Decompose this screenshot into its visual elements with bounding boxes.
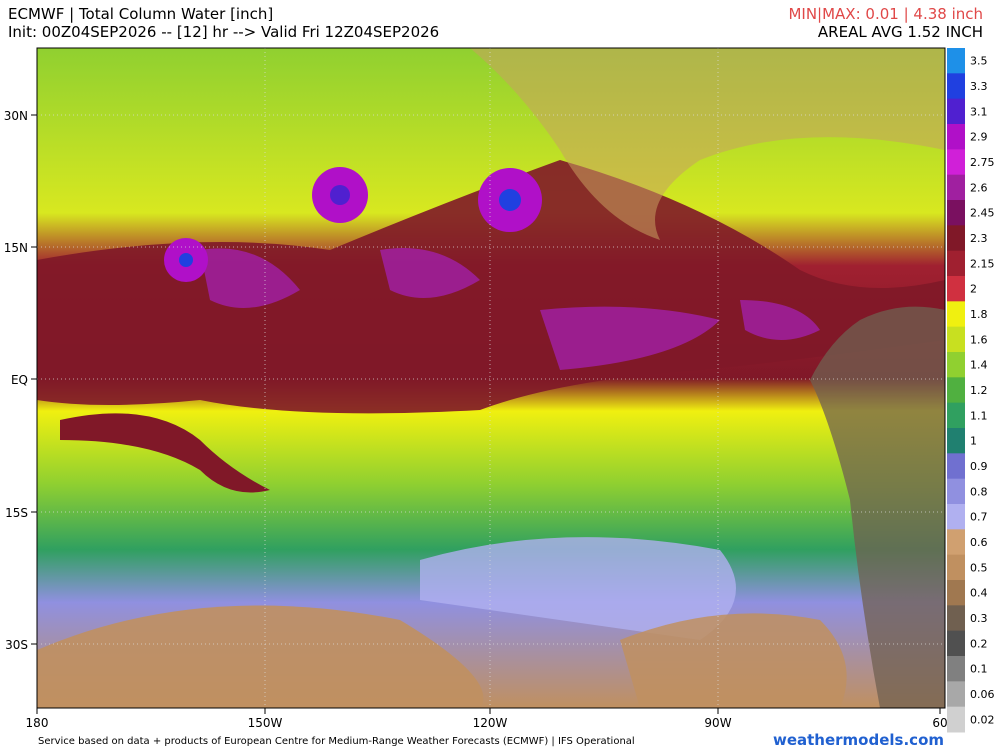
colorbar-cell <box>947 149 965 176</box>
colorbar-label: 0.6 <box>970 536 988 549</box>
colorbar-cell <box>947 174 965 201</box>
colorbar-cell <box>947 529 965 556</box>
colorbar-label: 2.75 <box>970 156 995 169</box>
lat-label: 30S <box>5 638 28 652</box>
credit: Service based on data + products of Euro… <box>38 736 635 747</box>
colorbar-cell <box>947 402 965 429</box>
site-link[interactable]: weathermodels.com <box>773 731 944 749</box>
lat-label: 30N <box>4 109 28 123</box>
colorbar-label: 2.45 <box>970 207 995 220</box>
graticule <box>37 48 945 708</box>
lat-label: 15S <box>5 506 28 520</box>
lon-label: 180 <box>26 716 49 730</box>
map-frame <box>36 47 946 709</box>
colorbar-cell <box>947 250 965 277</box>
colorbar: 3.5 3.3 3.1 2.9 2.75 2.6 2.45 2.3 2.15 2 1.8 1.6 1.4… <box>947 48 995 733</box>
lon-label: 150W <box>248 716 283 730</box>
colorbar-label: 0.2 <box>970 637 988 650</box>
colorbar-cell <box>947 706 965 733</box>
lat-label: EQ <box>11 373 28 387</box>
colorbar-label: 2.6 <box>970 181 988 194</box>
colorbar-label: 1 <box>970 435 977 448</box>
lon-label: 90W <box>704 716 731 730</box>
lon-label: 60 <box>932 716 947 730</box>
colorbar-label: 2.9 <box>970 131 988 144</box>
colorbar-label: 1.2 <box>970 384 988 397</box>
min-max: MIN|MAX: 0.01 | 4.38 inch <box>788 5 983 23</box>
colorbar-label: 0.7 <box>970 511 988 524</box>
areal-average: AREAL AVG 1.52 INCH <box>818 23 983 41</box>
colorbar-label: 3.5 <box>970 55 988 68</box>
colorbar-label: 3.3 <box>970 80 988 93</box>
colorbar-cell <box>947 478 965 505</box>
colorbar-label: 1.4 <box>970 359 988 372</box>
colorbar-label: 2 <box>970 283 977 296</box>
lon-label: 120W <box>473 716 508 730</box>
colorbar-label: 3.1 <box>970 105 988 118</box>
axis-labels: 30N 15N EQ 15S 30S 180 150W 120W 90W 60 <box>4 109 948 730</box>
colorbar-cell <box>947 453 965 480</box>
colorbar-cell <box>947 326 965 353</box>
colorbar-cell <box>947 124 965 150</box>
colorbar-label: 1.1 <box>970 409 988 422</box>
colorbar-cell <box>947 73 965 100</box>
colorbar-cell <box>947 605 965 632</box>
colorbar-label: 2.15 <box>970 257 995 270</box>
colorbar-cell <box>947 428 965 454</box>
colorbar-label: 0.5 <box>970 561 988 574</box>
init-time: Init: 00Z04SEP2026 -- [12] hr --> Valid … <box>8 23 439 41</box>
colorbar-label: 0.4 <box>970 587 988 600</box>
colorbar-cell <box>947 200 965 226</box>
map-title: ECMWF | Total Column Water [inch] <box>8 5 273 23</box>
colorbar-cell <box>947 301 965 328</box>
lat-label: 15N <box>4 241 28 255</box>
colorbar-cell <box>947 504 965 530</box>
colorbar-label: 1.6 <box>970 333 988 346</box>
colorbar-cell <box>947 48 965 74</box>
colorbar-cell <box>947 377 965 404</box>
colorbar-cell <box>947 352 965 378</box>
colorbar-cell <box>947 225 965 252</box>
colorbar-label: 0.02 <box>970 713 995 726</box>
colorbar-cell <box>947 630 965 657</box>
colorbar-label: 0.9 <box>970 460 988 473</box>
colorbar-label: 0.1 <box>970 663 988 676</box>
colorbar-label: 0.06 <box>970 688 995 701</box>
map-field <box>37 48 945 708</box>
colorbar-cell <box>947 656 965 682</box>
colorbar-label: 0.8 <box>970 485 988 498</box>
colorbar-cell <box>947 554 965 581</box>
colorbar-cell <box>947 276 965 302</box>
colorbar-cell <box>947 98 965 125</box>
colorbar-cell <box>947 681 965 708</box>
colorbar-label: 1.8 <box>970 308 988 321</box>
colorbar-cell <box>947 580 965 606</box>
colorbar-label: 0.3 <box>970 612 988 625</box>
colorbar-label: 2.3 <box>970 232 988 245</box>
